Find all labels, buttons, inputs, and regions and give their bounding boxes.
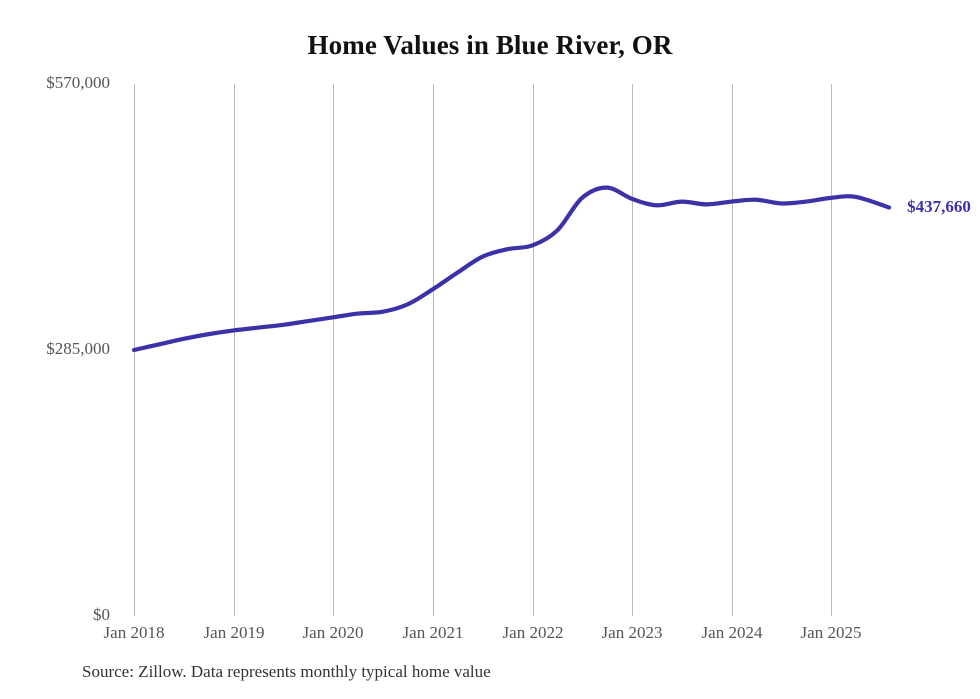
chart-title: Home Values in Blue River, OR: [307, 30, 673, 60]
source-note: Source: Zillow. Data represents monthly …: [82, 662, 491, 681]
series-line-group: [131, 185, 892, 353]
x-tick-label-1: Jan 2019: [203, 623, 265, 642]
x-tick-label-2: Jan 2020: [302, 623, 364, 642]
y-tick-label-1: $285,000: [46, 339, 110, 358]
x-tick-label-4: Jan 2022: [502, 623, 564, 642]
y-tick-label-0: $0: [93, 605, 110, 624]
x-tick-label-0: Jan 2018: [103, 623, 165, 642]
gridlines: [134, 84, 832, 616]
x-tick-label-6: Jan 2024: [701, 623, 763, 642]
y-tick-label-2: $570,000: [46, 73, 110, 92]
x-tick-label-7: Jan 2025: [800, 623, 862, 642]
x-tick-label-5: Jan 2023: [601, 623, 663, 642]
series-line: [131, 185, 892, 353]
end-value-label: $437,660: [907, 196, 971, 216]
x-tick-label-3: Jan 2021: [402, 623, 464, 642]
